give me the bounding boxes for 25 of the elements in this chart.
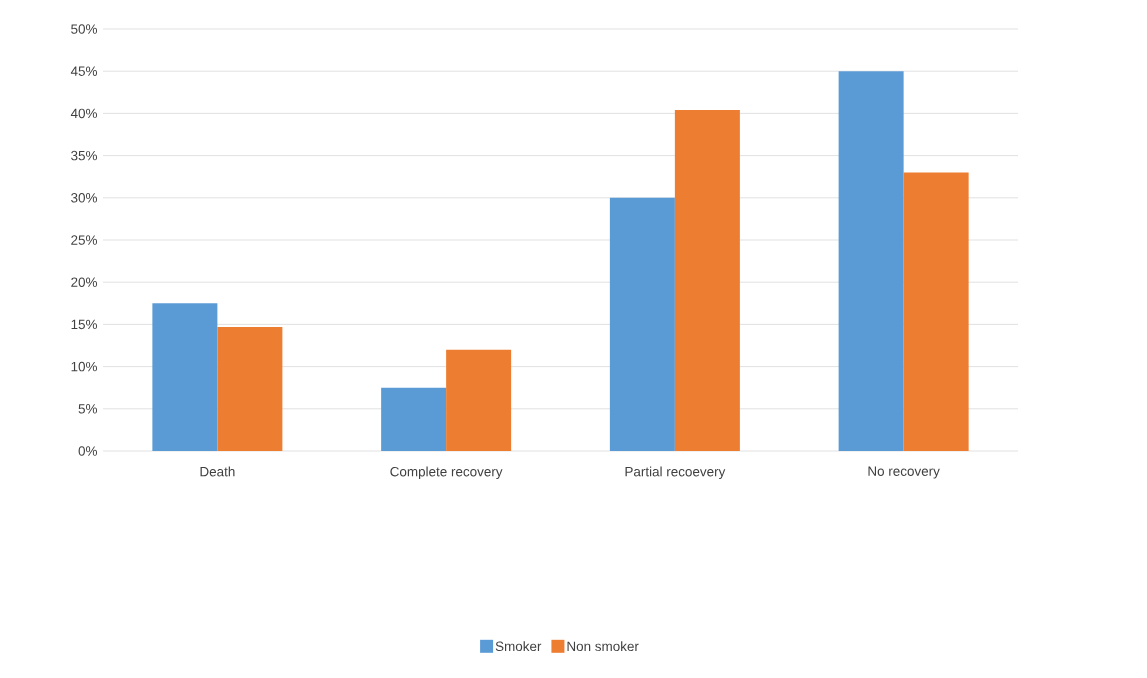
bar — [609, 197, 675, 451]
y-tick-label: 20% — [71, 277, 97, 287]
bar — [903, 172, 969, 451]
y-tick-label: 35% — [71, 150, 97, 161]
y-tick-label: 25% — [71, 235, 97, 245]
bar — [838, 71, 904, 451]
bar — [381, 387, 447, 451]
y-tick-label: 30% — [71, 193, 97, 203]
bar — [152, 303, 218, 451]
bar — [217, 326, 283, 451]
y-tick-label: 50% — [71, 24, 97, 34]
x-tick-label: No recovery — [868, 466, 940, 479]
x-tick-label: Death — [200, 466, 235, 477]
legend-label: Smoker — [495, 641, 542, 652]
y-tick-label: 45% — [70, 66, 97, 76]
y-tick-label: 5% — [78, 404, 97, 414]
y-tick-label: 0% — [78, 446, 97, 456]
y-tick-label: 40% — [70, 108, 97, 119]
bar — [446, 349, 512, 451]
legend-label: Non smoker — [567, 641, 639, 652]
y-tick-label: 15% — [71, 319, 97, 330]
x-tick-label: Partial recoevery — [625, 466, 726, 480]
x-tick-label: Complete recovery — [390, 466, 503, 480]
y-tick-label: 10% — [71, 361, 97, 372]
bar — [674, 110, 740, 451]
